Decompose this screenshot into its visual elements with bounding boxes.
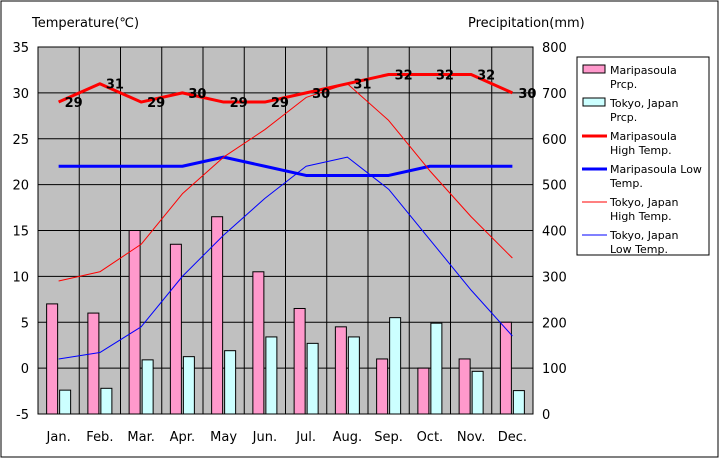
- prcp-tick-label: 800: [542, 41, 567, 56]
- prcp-tick-label: 100: [542, 362, 567, 377]
- month-label: Jul.: [295, 430, 316, 445]
- temp-tick-label: 5: [21, 316, 29, 331]
- prcp-bar: [293, 307, 306, 415]
- high-temp-label: 30: [312, 87, 330, 102]
- month-label: Mar.: [127, 430, 154, 445]
- legend-label: Tokyo, Japan: [609, 97, 678, 110]
- legend-swatch: [582, 64, 606, 74]
- temp-tick-label: 20: [12, 179, 29, 194]
- high-temp-label: 31: [106, 78, 124, 93]
- high-temp-label: 30: [518, 87, 536, 102]
- month-label: Jan.: [46, 430, 71, 445]
- prcp-bar: [458, 358, 471, 415]
- legend-label: Temp.: [609, 177, 643, 190]
- legend-label: Prcp.: [610, 78, 637, 91]
- high-temp-label: 32: [477, 69, 495, 84]
- prcp-bar: [334, 326, 347, 415]
- right-axis-title: Precipitation(mm): [468, 16, 585, 31]
- axis-ticks: 35302520151050-5800700600500400300200100…: [12, 41, 566, 445]
- legend-label: High Temp.: [610, 144, 672, 157]
- prcp-tick-label: 600: [542, 133, 567, 148]
- prcp-bar: [471, 370, 484, 415]
- prcp-bar: [512, 390, 525, 415]
- prcp-bar: [141, 359, 154, 415]
- temp-tick-label: 30: [12, 87, 29, 102]
- high-temp-labels: 29 31 29 30 29 29 30 31 32 32 32 30: [65, 69, 537, 112]
- prcp-bar: [417, 367, 430, 415]
- gridlines: [38, 47, 533, 414]
- prcp-tick-label: 500: [542, 179, 567, 194]
- prcp-tick-label: 400: [542, 225, 567, 240]
- month-label: Apr.: [170, 430, 195, 445]
- month-label: Nov.: [457, 430, 486, 445]
- month-label: Jun.: [252, 430, 277, 445]
- high-temp-label: 29: [65, 96, 83, 111]
- temp-tick-label: 15: [12, 225, 29, 240]
- temp-line: [58, 83, 513, 282]
- temp-tick-label: 25: [12, 133, 29, 148]
- temp-tick-label: -5: [16, 408, 29, 423]
- temp-line: [58, 155, 513, 177]
- high-temp-label: 32: [436, 69, 454, 84]
- legend-label: Low Temp.: [610, 243, 668, 256]
- prcp-bar: [252, 271, 265, 415]
- left-axis-title: Temperature(℃): [31, 16, 139, 31]
- month-label: Oct.: [417, 430, 444, 445]
- legend-label: Tokyo, Japan: [609, 229, 678, 242]
- month-label: May: [210, 430, 237, 445]
- legend-label: Maripasoula: [610, 130, 677, 143]
- legend-label: Maripasoula: [610, 64, 677, 77]
- temperature-lines: [58, 73, 513, 360]
- prcp-bar: [182, 356, 195, 415]
- month-label: Aug.: [333, 430, 363, 445]
- prcp-tick-label: 700: [542, 87, 567, 102]
- prcp-bar: [169, 243, 182, 415]
- prcp-tick-label: 0: [542, 408, 550, 423]
- prcp-bar: [100, 387, 113, 415]
- legend-box: [576, 56, 710, 256]
- prcp-tick-label: 300: [542, 270, 567, 285]
- legend-label: Tokyo, Japan: [609, 196, 678, 209]
- high-temp-label: 29: [271, 96, 289, 111]
- prcp-bar: [265, 336, 278, 415]
- high-temp-label: 32: [395, 69, 413, 84]
- prcp-bar: [59, 389, 72, 415]
- prcp-bar: [211, 216, 224, 415]
- temp-line: [58, 156, 513, 360]
- legend-label: Maripasoula Low: [610, 163, 702, 176]
- month-label: Feb.: [86, 430, 113, 445]
- legend-swatch: [582, 97, 606, 107]
- prcp-bar: [430, 322, 443, 415]
- temp-line: [58, 73, 513, 104]
- precipitation-bars: [46, 216, 525, 415]
- prcp-bar: [389, 317, 402, 415]
- high-temp-label: 31: [353, 78, 371, 93]
- legend-label: Prcp.: [610, 111, 637, 124]
- prcp-bar: [87, 312, 100, 415]
- prcp-bar: [128, 230, 141, 415]
- prcp-bar: [46, 303, 59, 415]
- high-temp-label: 30: [188, 87, 206, 102]
- month-label: Sep.: [374, 430, 403, 445]
- high-temp-label: 29: [230, 96, 248, 111]
- high-temp-label: 29: [147, 96, 165, 111]
- prcp-bar: [224, 350, 237, 415]
- legend-label: High Temp.: [610, 210, 672, 223]
- temp-tick-label: 10: [12, 270, 29, 285]
- temp-tick-label: 35: [12, 41, 29, 56]
- temp-tick-label: 0: [21, 362, 29, 377]
- prcp-bar: [376, 358, 389, 415]
- prcp-bar: [306, 342, 319, 415]
- month-label: Dec.: [498, 430, 527, 445]
- prcp-bar: [499, 321, 512, 415]
- prcp-bar: [347, 336, 360, 415]
- prcp-tick-label: 200: [542, 316, 567, 331]
